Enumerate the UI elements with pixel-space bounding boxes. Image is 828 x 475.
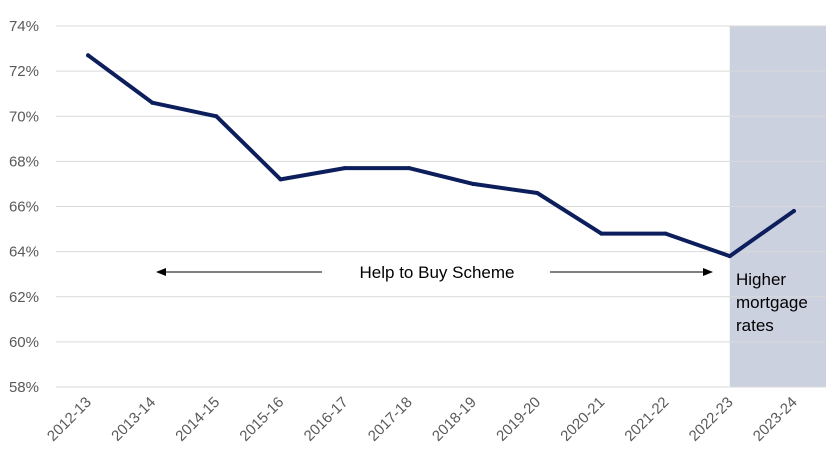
y-tick-label: 64% [9, 244, 39, 261]
x-tick-label: 2022-23 [686, 394, 737, 445]
data-point [727, 254, 732, 259]
data-point [535, 190, 540, 195]
data-point [86, 53, 91, 58]
data-point [406, 166, 411, 171]
higher-rates-label-line-2: mortgage [736, 293, 808, 312]
x-tick-label: 2018-19 [429, 394, 480, 445]
y-tick-label: 74% [9, 18, 39, 35]
y-tick-label: 60% [9, 334, 39, 351]
x-tick-label: 2020-21 [557, 394, 608, 445]
data-point [150, 100, 155, 105]
higher-rates-label-line-1: Higher [736, 270, 786, 289]
y-tick-label: 72% [9, 63, 39, 80]
y-tick-label: 66% [9, 199, 39, 216]
data-point [278, 177, 283, 182]
data-point [342, 166, 347, 171]
data-point [214, 114, 219, 119]
data-point [471, 181, 476, 186]
y-tick-label: 68% [9, 153, 39, 170]
x-tick-label: 2023-24 [750, 394, 801, 445]
x-tick-label: 2021-22 [621, 394, 672, 445]
data-point [663, 231, 668, 236]
data-point [599, 231, 604, 236]
series-line [86, 53, 796, 259]
y-tick-label: 70% [9, 108, 39, 125]
y-tick-label: 62% [9, 289, 39, 306]
x-tick-label: 2015-16 [236, 394, 287, 445]
x-tick-label: 2016-17 [301, 394, 352, 445]
x-tick-label: 2014-15 [172, 394, 223, 445]
y-tick-label: 58% [9, 379, 39, 396]
x-tick-label: 2019-20 [493, 394, 544, 445]
help-to-buy-label: Help to Buy Scheme [360, 263, 515, 282]
higher-rates-label-line-3: rates [736, 316, 774, 335]
data-point [791, 209, 796, 214]
x-tick-label: 2013-14 [108, 394, 159, 445]
x-tick-label: 2017-18 [365, 394, 416, 445]
x-tick-label: 2012-13 [44, 394, 95, 445]
